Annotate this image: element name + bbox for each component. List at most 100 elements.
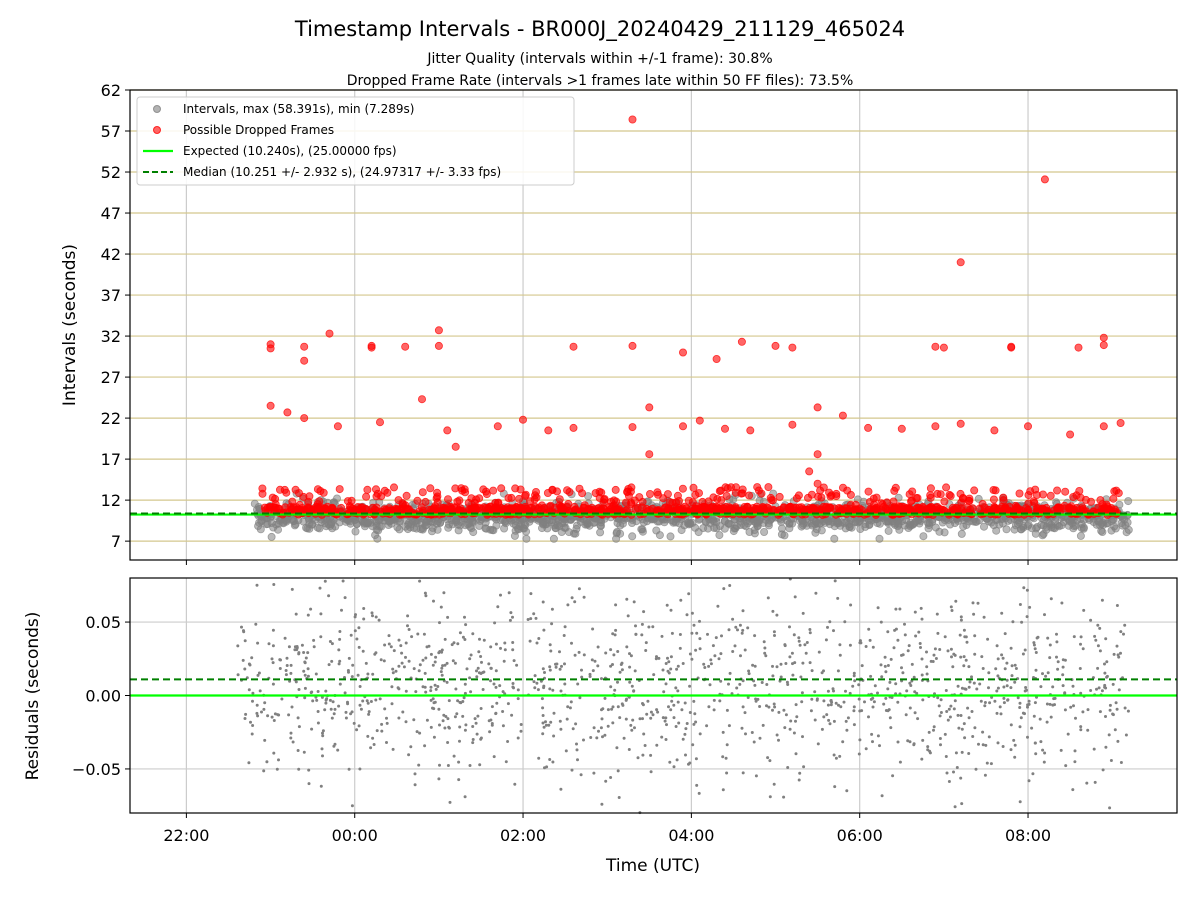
residual-point bbox=[889, 657, 893, 661]
residual-point bbox=[932, 653, 936, 657]
residual-point bbox=[529, 592, 533, 596]
residual-point bbox=[249, 720, 252, 724]
residual-point bbox=[535, 681, 539, 685]
residual-point bbox=[949, 647, 953, 651]
residual-point bbox=[953, 805, 957, 809]
residual-point bbox=[380, 729, 384, 733]
residual-point bbox=[783, 643, 787, 647]
residual-point bbox=[735, 686, 739, 690]
residual-point bbox=[297, 725, 301, 729]
dropped-frame-outlier bbox=[1007, 343, 1016, 352]
residual-point bbox=[453, 715, 457, 719]
residual-point bbox=[626, 614, 630, 618]
residual-point bbox=[1009, 748, 1013, 752]
residual-point bbox=[983, 773, 987, 777]
interval-point bbox=[680, 521, 689, 530]
legend: Intervals, max (58.391s), min (7.289s) P… bbox=[136, 96, 575, 186]
residual-point bbox=[302, 750, 306, 754]
interval-point bbox=[468, 516, 477, 525]
residual-point bbox=[263, 738, 267, 742]
residual-point bbox=[575, 748, 579, 752]
residuals-ytick-label-2: 0.05 bbox=[85, 613, 121, 632]
interval-point bbox=[740, 521, 749, 530]
dropped-frame-outlier bbox=[771, 341, 780, 350]
residual-point bbox=[303, 673, 307, 677]
x-tick-label-3: 04:00 bbox=[668, 826, 714, 845]
residual-point bbox=[972, 681, 976, 685]
dropped-frame-point bbox=[515, 494, 524, 503]
dropped-frame-point bbox=[439, 503, 448, 512]
residual-point bbox=[976, 601, 980, 605]
residual-point bbox=[250, 732, 254, 736]
residual-point bbox=[772, 702, 776, 706]
residual-point bbox=[1071, 684, 1075, 688]
dropped-frame-outlier bbox=[367, 343, 376, 352]
dropped-frame-point bbox=[531, 491, 540, 500]
residual-point bbox=[414, 690, 418, 694]
residual-point bbox=[848, 643, 852, 647]
residual-point bbox=[1108, 708, 1112, 712]
residual-point bbox=[559, 727, 563, 731]
residual-point bbox=[453, 661, 457, 665]
residual-point bbox=[960, 727, 964, 731]
intervals-ytick-label-10: 57 bbox=[101, 122, 121, 141]
residual-point bbox=[718, 699, 722, 703]
residual-point bbox=[592, 726, 596, 730]
dropped-frame-point bbox=[1069, 492, 1078, 501]
residual-point bbox=[959, 655, 963, 659]
residual-point bbox=[758, 705, 762, 708]
intervals-ytick-label-5: 32 bbox=[101, 327, 121, 346]
dropped-frame-point bbox=[418, 488, 427, 497]
interval-point bbox=[875, 534, 884, 543]
residual-point bbox=[712, 698, 716, 702]
dropped-frame-outlier bbox=[1040, 175, 1049, 184]
dropped-frame-point bbox=[484, 503, 493, 512]
residual-point bbox=[377, 618, 381, 622]
dropped-frame-point bbox=[738, 485, 747, 494]
residual-point bbox=[1000, 653, 1004, 657]
residual-point bbox=[439, 670, 443, 674]
interval-point bbox=[938, 518, 947, 527]
residual-point bbox=[579, 773, 583, 777]
interval-point bbox=[830, 534, 839, 543]
residual-point bbox=[1039, 740, 1043, 744]
residual-point bbox=[340, 608, 343, 612]
residual-point bbox=[827, 718, 831, 722]
dropped-frame-point bbox=[905, 490, 914, 499]
residual-point bbox=[916, 717, 920, 721]
residual-point bbox=[1071, 788, 1075, 792]
residual-point bbox=[879, 663, 883, 667]
residual-point bbox=[983, 701, 987, 704]
dropped-frame-point bbox=[678, 484, 687, 493]
dropped-frame-point bbox=[489, 486, 498, 495]
residual-point bbox=[404, 720, 408, 724]
residual-point bbox=[421, 658, 425, 662]
residual-point bbox=[950, 609, 954, 612]
residual-point bbox=[1073, 760, 1077, 764]
residual-point bbox=[640, 633, 644, 637]
residual-point bbox=[959, 618, 963, 622]
dropped-frame-point bbox=[507, 493, 516, 502]
residual-point bbox=[933, 647, 937, 651]
residual-point bbox=[509, 611, 513, 615]
residual-point bbox=[423, 591, 427, 595]
residual-point bbox=[971, 735, 975, 738]
residual-point bbox=[338, 682, 342, 686]
residual-point bbox=[706, 632, 709, 636]
residual-point bbox=[321, 734, 325, 738]
residual-point bbox=[559, 787, 563, 791]
residual-point bbox=[596, 645, 600, 649]
residual-point bbox=[983, 704, 987, 708]
residual-point bbox=[1013, 663, 1017, 667]
interval-point bbox=[940, 528, 949, 537]
residual-point bbox=[784, 662, 788, 665]
dropped-frame-point bbox=[695, 489, 704, 498]
residual-point bbox=[736, 628, 739, 632]
residual-point bbox=[936, 631, 940, 635]
residual-point bbox=[302, 669, 306, 673]
residual-point bbox=[458, 725, 462, 729]
residual-point bbox=[611, 721, 615, 725]
residual-point bbox=[241, 658, 245, 662]
residual-point bbox=[633, 669, 637, 673]
residual-point bbox=[549, 720, 553, 724]
